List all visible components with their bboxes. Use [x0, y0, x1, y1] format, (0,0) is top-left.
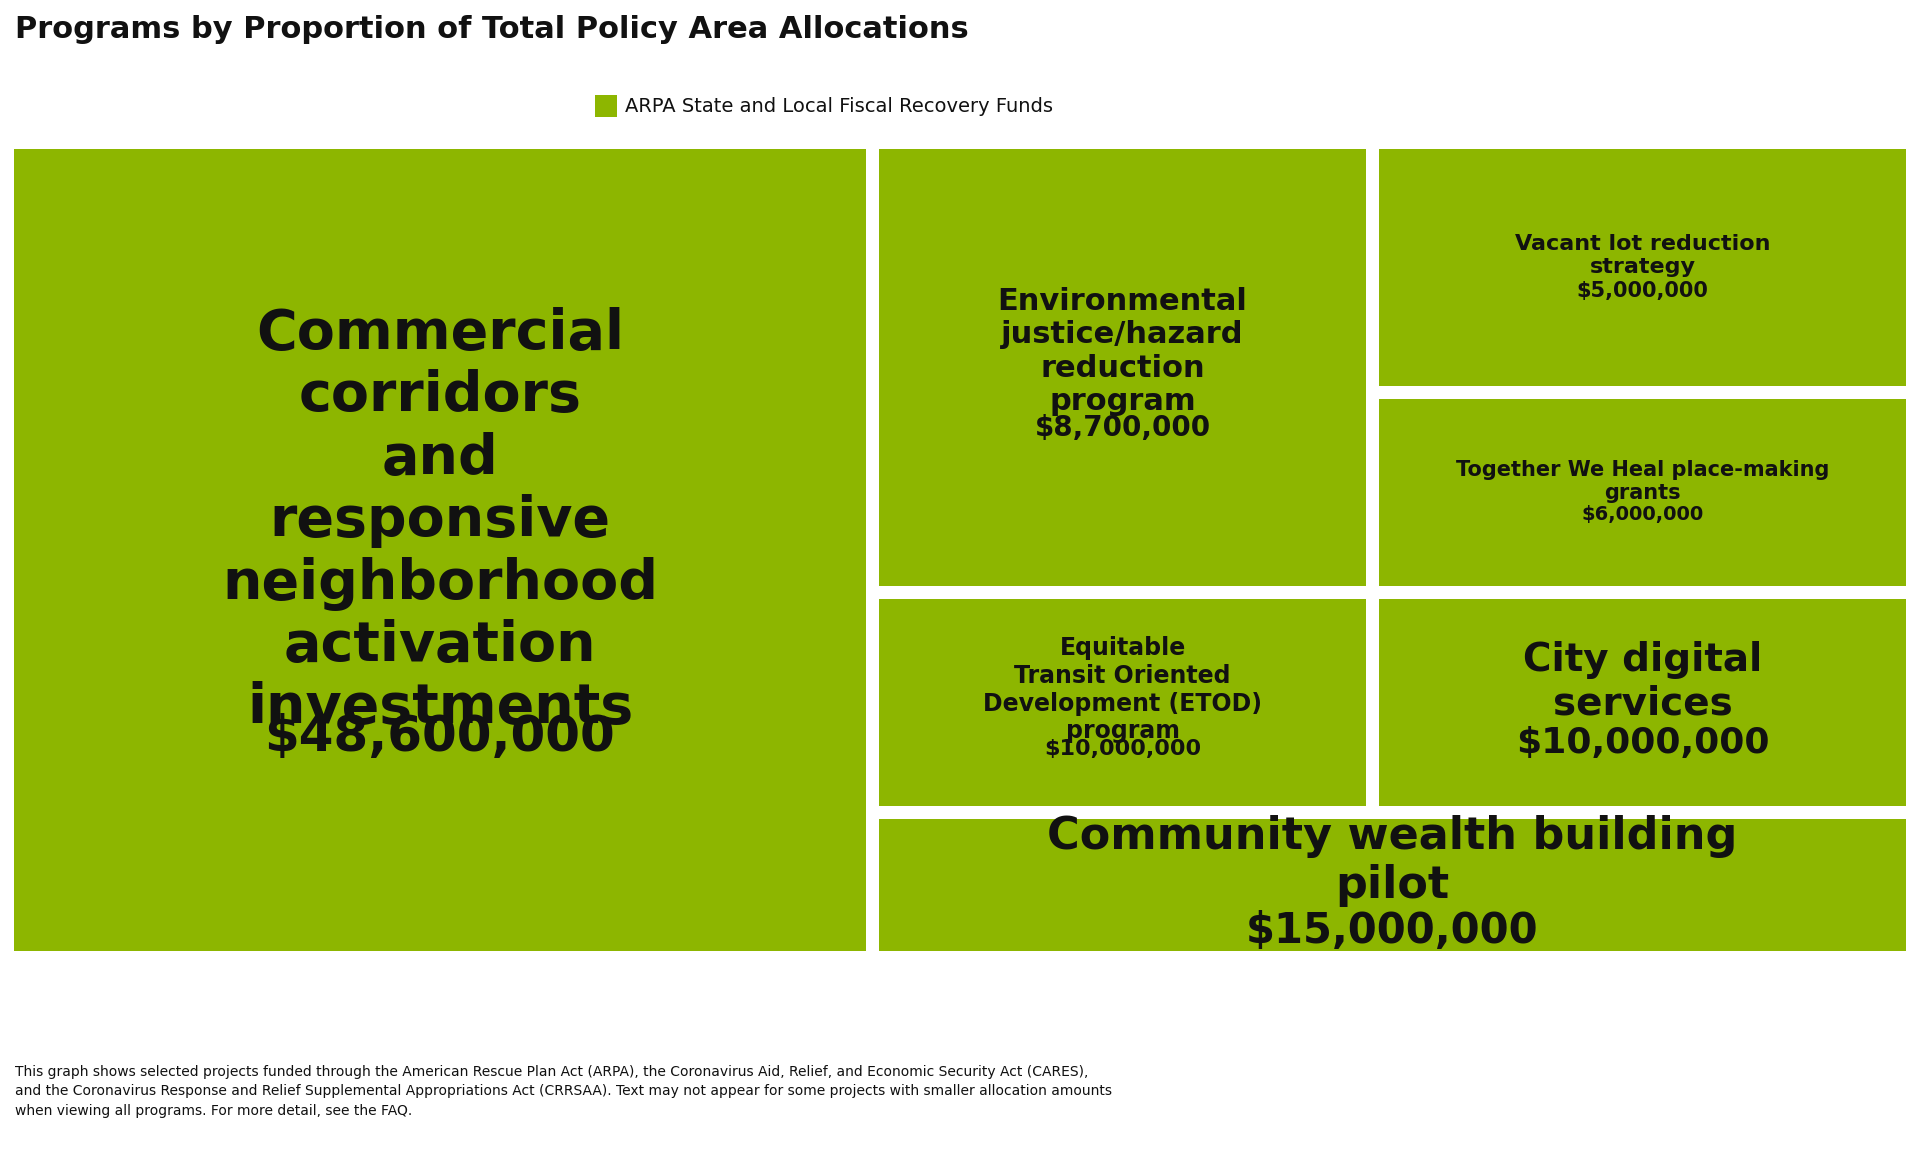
Bar — [10, 145, 870, 955]
Bar — [1379, 399, 1907, 586]
Text: $10,000,000: $10,000,000 — [1515, 726, 1768, 760]
Bar — [1375, 395, 1910, 590]
Bar — [1379, 599, 1907, 806]
Bar — [876, 145, 1371, 590]
Text: $5,000,000: $5,000,000 — [1576, 281, 1709, 301]
Text: Community wealth building
pilot: Community wealth building pilot — [1046, 814, 1738, 908]
Text: $8,700,000: $8,700,000 — [1035, 414, 1212, 441]
Bar — [1379, 149, 1907, 386]
Bar — [1375, 145, 1910, 391]
Bar — [876, 594, 1371, 810]
Text: Programs by Proportion of Total Policy Area Allocations: Programs by Proportion of Total Policy A… — [15, 15, 970, 44]
Text: Vacant lot reduction
strategy: Vacant lot reduction strategy — [1515, 234, 1770, 278]
Bar — [876, 814, 1910, 955]
Text: This graph shows selected projects funded through the American Rescue Plan Act (: This graph shows selected projects funde… — [15, 1064, 1112, 1117]
Text: Commercial
corridors
and
responsive
neighborhood
activation
investments: Commercial corridors and responsive neig… — [223, 306, 659, 735]
Bar — [1375, 594, 1910, 810]
Text: $48,600,000: $48,600,000 — [265, 713, 616, 761]
Text: $15,000,000: $15,000,000 — [1246, 910, 1538, 952]
Text: $6,000,000: $6,000,000 — [1582, 505, 1703, 524]
Bar — [13, 149, 866, 952]
Bar — [879, 149, 1365, 586]
Bar — [879, 819, 1907, 952]
Text: Equitable
Transit Oriented
Development (ETOD)
program: Equitable Transit Oriented Development (… — [983, 636, 1261, 743]
Text: ARPA State and Local Fiscal Recovery Funds: ARPA State and Local Fiscal Recovery Fun… — [626, 97, 1052, 115]
Bar — [879, 599, 1365, 806]
Bar — [595, 94, 616, 118]
Text: Environmental
justice/hazard
reduction
program: Environmental justice/hazard reduction p… — [998, 287, 1248, 416]
Text: City digital
services: City digital services — [1523, 641, 1763, 722]
Text: $10,000,000: $10,000,000 — [1044, 740, 1202, 759]
Text: Together We Heal place-making
grants: Together We Heal place-making grants — [1455, 460, 1830, 503]
